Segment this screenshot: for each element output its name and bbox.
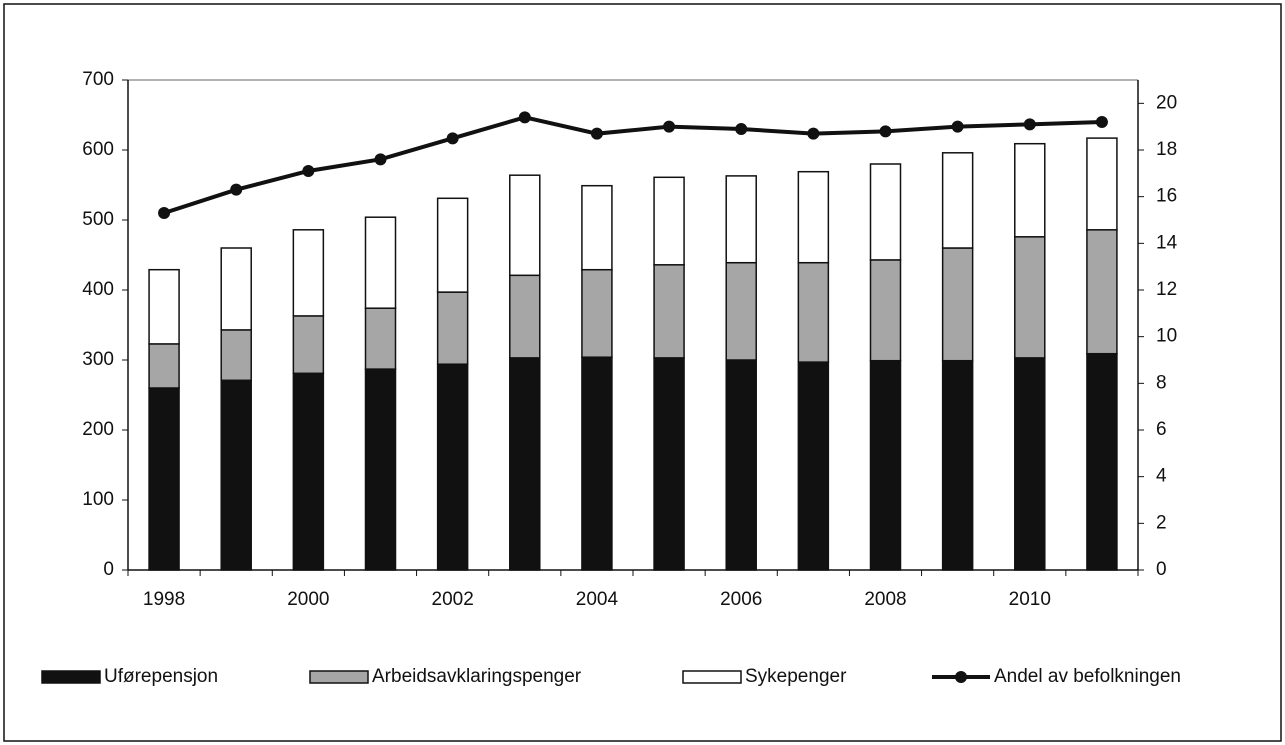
legend-label: Andel av befolkningen: [994, 666, 1181, 687]
bar-segment: [1086, 137, 1118, 231]
legend-label: Uførepensjon: [104, 666, 218, 687]
bar-segment: [581, 184, 613, 271]
bar-segment: [509, 357, 541, 571]
bar-segment: [220, 247, 252, 331]
bar-segment: [1086, 352, 1118, 571]
legend-swatch: [309, 670, 369, 684]
y2-tick-label: 2: [1156, 512, 1167, 533]
line-point: [735, 123, 748, 135]
bar-segment: [292, 315, 325, 375]
line-point: [158, 207, 171, 219]
bar-segment: [725, 261, 757, 361]
x-tick-label: 1998: [143, 589, 185, 610]
bar-segment: [148, 387, 180, 571]
legend-swatch: [41, 670, 101, 684]
line-point: [1095, 116, 1108, 128]
bar-segment: [797, 170, 830, 264]
y-tick-label: 700: [82, 69, 114, 90]
bar-segment: [509, 274, 541, 359]
bar-segment: [797, 361, 830, 571]
bar-segment: [436, 197, 469, 293]
bar-segment: [220, 379, 252, 571]
bar-segment: [941, 152, 974, 249]
x-tick-label: 2004: [576, 589, 619, 610]
y-tick-label: 0: [103, 559, 114, 580]
bar-segment: [869, 163, 902, 261]
y2-tick-label: 0: [1156, 559, 1167, 580]
bar-segment: [292, 229, 325, 317]
x-tick-label: 2008: [864, 589, 906, 610]
legend-label: Sykepenger: [745, 666, 847, 687]
bar-segment: [364, 216, 397, 309]
bar-segment: [653, 357, 685, 571]
x-tick-label: 2010: [1009, 589, 1051, 610]
bar-segment: [220, 329, 252, 382]
legend-marker: [955, 671, 967, 683]
y2-tick-label: 6: [1156, 419, 1167, 440]
line-point: [374, 153, 387, 166]
line-point: [518, 111, 531, 124]
chart-frame: [3, 3, 1282, 742]
line-point: [302, 165, 315, 177]
y2-tick-label: 20: [1156, 92, 1177, 113]
line-point: [663, 120, 676, 133]
x-tick-label: 2006: [720, 589, 762, 610]
line-point: [1023, 118, 1036, 131]
bar-segment: [148, 268, 180, 345]
bar-segment: [1014, 236, 1046, 359]
y2-tick-label: 16: [1156, 186, 1177, 207]
line-point: [951, 120, 964, 133]
bar-segment: [941, 247, 974, 362]
line-point: [807, 127, 820, 140]
y-tick-label: 400: [82, 279, 114, 300]
y-tick-label: 600: [82, 139, 114, 160]
bar-segment: [941, 359, 974, 571]
bar-segment: [725, 359, 757, 571]
y-tick-label: 300: [82, 349, 114, 370]
bar-segment: [436, 363, 469, 571]
bar-segment: [725, 175, 757, 264]
y2-tick-label: 4: [1156, 466, 1167, 487]
bar-segment: [581, 268, 613, 358]
bar-segment: [148, 343, 180, 389]
bar-segment: [436, 291, 469, 365]
y-tick-label: 500: [82, 209, 114, 230]
bar-segment: [292, 372, 325, 571]
bar-segment: [1014, 357, 1046, 571]
y2-tick-label: 18: [1156, 139, 1177, 160]
bar-segment: [797, 261, 830, 363]
y2-tick-label: 8: [1156, 372, 1167, 393]
legend-label: Arbeidsavklaringspenger: [372, 666, 582, 687]
bar-segment: [653, 264, 685, 359]
line-point: [230, 183, 243, 196]
y-tick-label: 200: [82, 419, 114, 440]
bar-segment: [869, 359, 902, 571]
bar-segment: [1086, 229, 1118, 355]
bar-segment: [581, 356, 613, 571]
bar-segment: [869, 259, 902, 362]
line-point: [446, 132, 459, 145]
y-tick-label: 100: [82, 489, 114, 510]
legend-swatch: [682, 670, 742, 684]
x-tick-label: 2002: [432, 589, 474, 610]
y2-tick-label: 14: [1156, 232, 1178, 253]
line-point: [590, 127, 603, 140]
bar-segment: [1014, 142, 1046, 238]
bar-segment: [509, 174, 541, 277]
line: [163, 115, 1102, 215]
y2-tick-label: 10: [1156, 326, 1177, 347]
y2-tick-label: 12: [1156, 279, 1177, 300]
bar-segment: [653, 176, 685, 266]
bar-segment: [364, 368, 397, 571]
line-point: [879, 125, 892, 138]
bar-segment: [364, 307, 397, 370]
x-tick-label: 2000: [287, 589, 329, 610]
